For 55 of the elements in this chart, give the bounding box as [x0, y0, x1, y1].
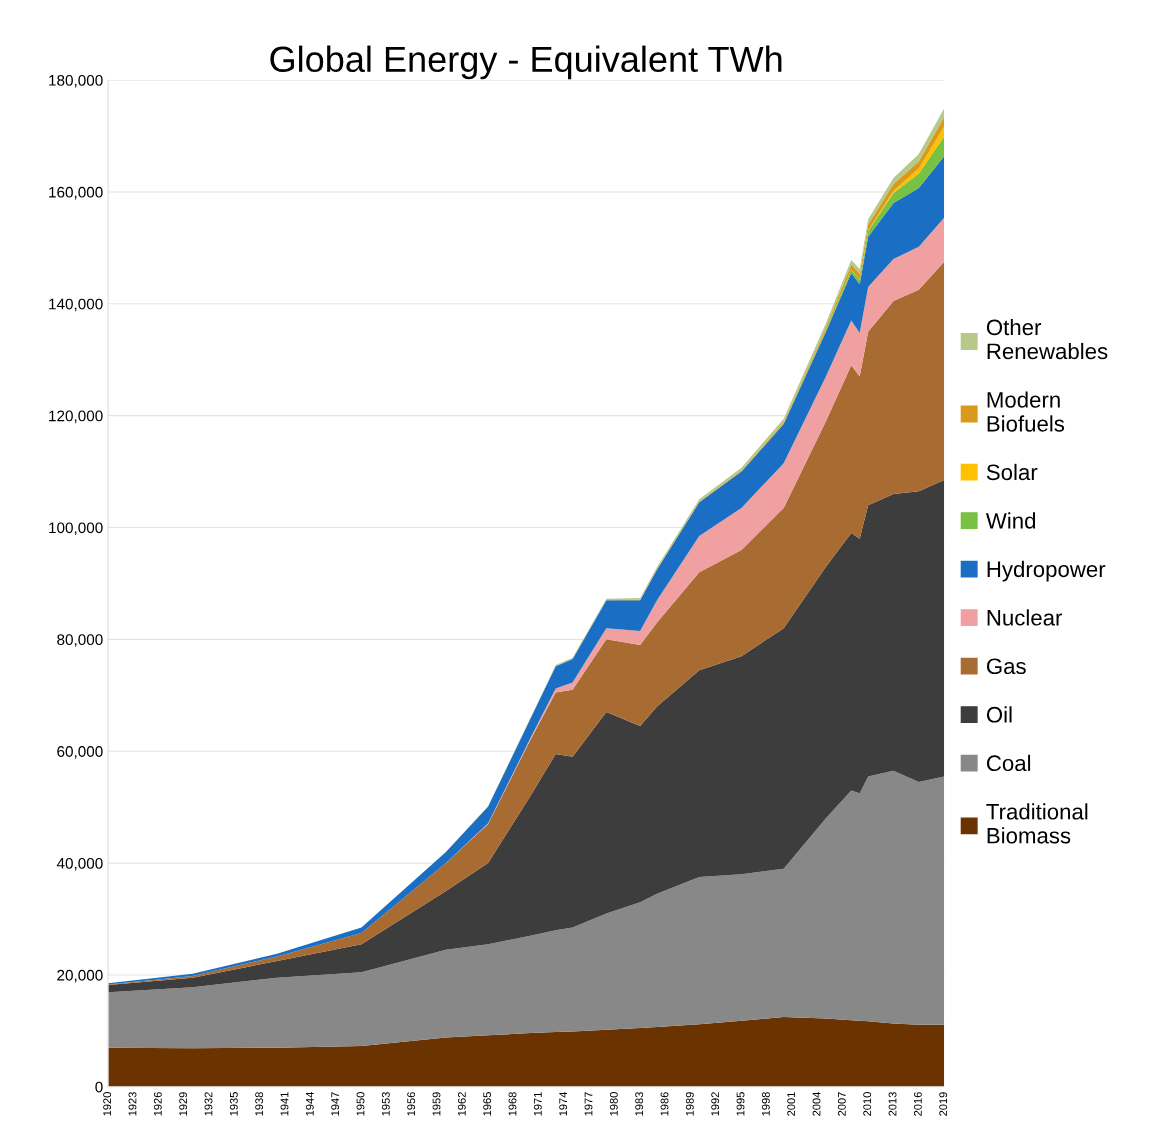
y-tick-label: 40,000 — [56, 857, 103, 871]
legend-label: Nuclear — [987, 609, 1063, 626]
x-tick-label: 1950 — [356, 1092, 365, 1116]
x-tick-label: 2004 — [812, 1091, 821, 1116]
legend-label: Oil — [986, 706, 1012, 723]
y-tick-label: 180,000 — [49, 74, 103, 88]
y-tick-label: 100,000 — [49, 522, 103, 535]
x-tick-label: 1965 — [483, 1092, 492, 1116]
x-tick-label: 1956 — [407, 1092, 416, 1116]
y-tick-label: 120,000 — [49, 410, 103, 424]
legend-label: Traditional Biomass — [986, 803, 1088, 844]
x-tick-label: 1983 — [635, 1092, 644, 1116]
x-tick-label: 1923 — [128, 1092, 137, 1116]
y-tick-label: 60,000 — [57, 746, 103, 759]
x-tick-label: 1962 — [457, 1092, 466, 1116]
x-tick-label: 1980 — [609, 1092, 618, 1116]
y-tick-label: 80,000 — [57, 634, 103, 647]
x-tick-label: 1959 — [432, 1092, 441, 1116]
x-tick-label: 1998 — [761, 1092, 770, 1116]
y-tick-label: 160,000 — [49, 186, 103, 200]
x-tick-label: 2016 — [913, 1092, 922, 1116]
legend-label: Wind — [985, 512, 1036, 529]
chart-title: Global Energy - Equivalent TWh — [270, 45, 782, 80]
y-tick-label: 140,000 — [49, 298, 103, 312]
x-tick-label: 1968 — [508, 1092, 517, 1116]
x-tick-label: 2013 — [888, 1092, 897, 1116]
legend-label: Other Renewables — [986, 318, 1108, 360]
x-tick-label: 1938 — [255, 1092, 264, 1116]
x-tick-label: 1941 — [280, 1092, 289, 1116]
legend-label: Hydropower — [987, 560, 1106, 582]
x-tick-label: 1929 — [179, 1092, 188, 1116]
x-tick-label: 1986 — [660, 1092, 669, 1116]
x-tick-label: 1935 — [229, 1092, 238, 1116]
y-tick-label: 20,000 — [57, 969, 103, 983]
x-tick-label: 1926 — [153, 1092, 162, 1116]
legend-label: Modern Biofuels — [987, 391, 1065, 432]
y-tick-label: 0 — [95, 1081, 103, 1093]
x-tick-label: 1953 — [381, 1092, 390, 1116]
x-tick-label: 1947 — [331, 1092, 340, 1116]
x-tick-label: 1944 — [305, 1091, 314, 1116]
x-tick-label: 2010 — [863, 1092, 872, 1116]
x-tick-label: 2007 — [837, 1092, 846, 1116]
x-tick-label: 1995 — [736, 1092, 745, 1116]
x-tick-label: 1932 — [204, 1092, 213, 1116]
x-tick-label: 1974 — [559, 1091, 568, 1116]
x-tick-label: 1992 — [711, 1092, 720, 1116]
x-tick-label: 2001 — [787, 1092, 796, 1116]
x-tick-label: 1920 — [103, 1092, 112, 1116]
x-tick-label: 1971 — [533, 1092, 542, 1116]
legend-label: Gas — [986, 658, 1026, 675]
x-tick-label: 2019 — [939, 1092, 948, 1116]
legend-label: Coal — [986, 754, 1031, 772]
x-tick-label: 1989 — [685, 1092, 694, 1116]
x-tick-label: 1977 — [584, 1092, 593, 1116]
legend-label: Solar — [986, 463, 1038, 481]
